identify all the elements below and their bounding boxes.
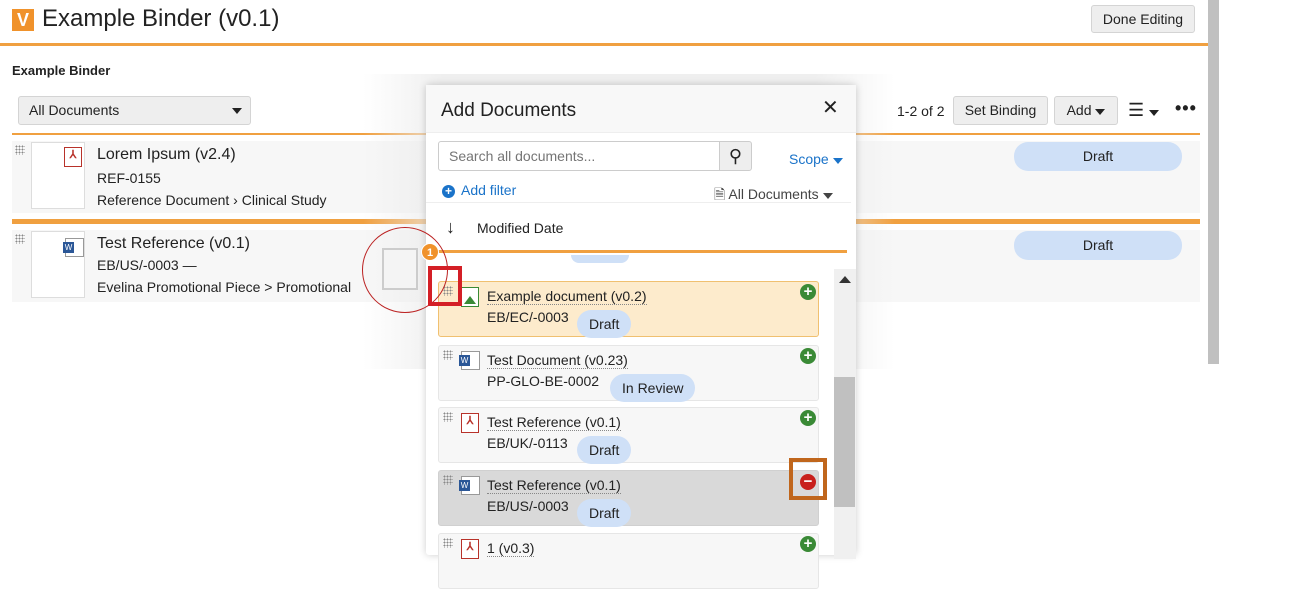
pdf-icon: ⅄ bbox=[64, 147, 82, 167]
close-icon[interactable]: ✕ bbox=[822, 97, 839, 119]
status-badge: Draft bbox=[577, 310, 632, 338]
document-thumbnail: ⅄ bbox=[31, 142, 85, 209]
highlight-box bbox=[789, 458, 827, 500]
drag-handle-icon[interactable] bbox=[443, 538, 453, 548]
doc-name[interactable]: Test Reference (v0.1) bbox=[487, 477, 621, 494]
pdf-icon: ⅄ bbox=[461, 539, 479, 559]
doc-number: REF-0155 bbox=[97, 170, 161, 186]
doc-number: EB/EC/-0003 bbox=[487, 309, 569, 325]
doc-type: Evelina Promotional Piece > Promotional bbox=[97, 279, 352, 295]
pagination: 1-2 of 2 bbox=[897, 103, 945, 119]
view-select[interactable]: All Documents bbox=[18, 96, 251, 125]
set-binding-button[interactable]: Set Binding bbox=[953, 96, 1048, 125]
add-icon[interactable]: + bbox=[800, 348, 816, 364]
add-documents-dialog: Add Documents ✕ ⚲ Scope + Add filter 🗎 Al… bbox=[426, 85, 856, 589]
chevron-down-icon bbox=[232, 108, 242, 114]
document-thumbnail bbox=[31, 231, 85, 298]
document-type-filter[interactable]: 🗎 All Documents bbox=[714, 184, 833, 208]
search-input[interactable] bbox=[438, 141, 720, 171]
doc-name[interactable]: Test Reference (v0.1) bbox=[97, 235, 250, 252]
sort-field[interactable]: Modified Date bbox=[477, 220, 564, 236]
search-result-item[interactable]: Test Reference (v0.1) EB/US/-0003 Draft … bbox=[438, 470, 819, 527]
drag-handle-icon[interactable] bbox=[15, 234, 25, 244]
doc-number: EB/US/-0003 — bbox=[97, 257, 197, 273]
chevron-down-icon bbox=[832, 158, 843, 164]
status-badge: Draft bbox=[577, 499, 632, 527]
drag-handle-icon[interactable] bbox=[443, 286, 453, 296]
view-select-value: All Documents bbox=[29, 102, 120, 118]
doc-name[interactable]: Test Document (v0.23) bbox=[487, 352, 628, 369]
doc-name[interactable]: Example document (v0.2) bbox=[487, 288, 647, 305]
status-badge bbox=[571, 255, 629, 263]
page-title: Example Binder (v0.1) bbox=[42, 5, 280, 32]
vault-logo: V bbox=[12, 9, 34, 31]
status-badge: Draft bbox=[1014, 231, 1182, 260]
doc-number: EB/US/-0003 bbox=[487, 498, 569, 514]
drag-count-badge: 1 bbox=[421, 243, 439, 261]
doc-number: EB/UK/-0113 bbox=[487, 435, 568, 451]
add-icon[interactable]: + bbox=[800, 536, 816, 552]
plus-circle-icon: + bbox=[442, 185, 455, 198]
search-icon[interactable]: ⚲ bbox=[719, 141, 752, 171]
add-icon[interactable]: + bbox=[800, 284, 816, 300]
chevron-down-icon bbox=[1095, 109, 1106, 115]
sort-divider bbox=[426, 250, 847, 253]
doc-type: Reference Document › Clinical Study bbox=[97, 192, 327, 208]
status-badge: In Review bbox=[610, 374, 696, 402]
scope-dropdown[interactable]: Scope bbox=[789, 151, 843, 167]
sort-descending-icon[interactable]: ↓ bbox=[446, 217, 455, 237]
add-label: Add bbox=[1066, 102, 1092, 118]
search-result-item[interactable]: Test Document (v0.23) PP-GLO-BE-0002 In … bbox=[438, 345, 819, 402]
scroll-up-icon[interactable] bbox=[839, 276, 851, 283]
chevron-down-icon bbox=[1149, 110, 1160, 116]
search-result-item[interactable]: ⅄ Test Reference (v0.1) EB/UK/-0113 Draf… bbox=[438, 407, 819, 464]
page-scrollbar[interactable] bbox=[1208, 0, 1219, 364]
header-divider bbox=[0, 43, 1208, 46]
add-button[interactable]: Add bbox=[1054, 96, 1118, 125]
search-result-item[interactable]: Example document (v0.2) EB/EC/-0003 Draf… bbox=[438, 281, 819, 338]
status-badge: Draft bbox=[1014, 142, 1182, 171]
drag-handle-icon[interactable] bbox=[443, 412, 453, 422]
add-filter-link[interactable]: + Add filter bbox=[442, 182, 516, 198]
word-icon bbox=[63, 238, 84, 257]
document-icon: 🗎 bbox=[714, 186, 726, 202]
list-view-menu[interactable]: ☰ bbox=[1128, 100, 1160, 121]
list-icon: ☰ bbox=[1128, 100, 1145, 120]
dialog-scrollbar[interactable] bbox=[834, 269, 856, 559]
document-type-label: All Documents bbox=[728, 186, 819, 202]
dialog-title: Add Documents bbox=[441, 100, 577, 121]
chevron-down-icon bbox=[822, 193, 833, 199]
doc-name[interactable]: Lorem Ipsum (v2.4) bbox=[97, 146, 236, 163]
pdf-icon: ⅄ bbox=[461, 413, 479, 433]
word-icon bbox=[459, 476, 480, 495]
word-icon bbox=[459, 351, 480, 370]
binder-section-title: Example Binder bbox=[12, 63, 111, 78]
image-icon bbox=[461, 287, 479, 307]
status-badge: Draft bbox=[577, 436, 632, 464]
add-filter-label: Add filter bbox=[461, 182, 517, 198]
document-icon bbox=[382, 248, 418, 290]
drag-handle-icon[interactable] bbox=[443, 350, 453, 360]
drag-handle-icon[interactable] bbox=[15, 145, 25, 155]
remove-icon[interactable]: − bbox=[800, 474, 816, 490]
drag-ghost bbox=[362, 227, 448, 313]
scrollbar-thumb[interactable] bbox=[834, 377, 855, 507]
done-editing-button[interactable]: Done Editing bbox=[1091, 5, 1195, 33]
doc-number: PP-GLO-BE-0002 bbox=[487, 373, 600, 389]
drag-handle-icon[interactable] bbox=[443, 475, 453, 485]
highlight-box bbox=[428, 266, 462, 306]
scope-label: Scope bbox=[789, 151, 829, 167]
add-icon[interactable]: + bbox=[800, 410, 816, 426]
more-actions-icon[interactable]: ••• bbox=[1175, 98, 1197, 118]
search-result-item[interactable]: ⅄ 1 (v0.3) + bbox=[438, 533, 819, 589]
doc-name[interactable]: Test Reference (v0.1) bbox=[487, 414, 621, 431]
